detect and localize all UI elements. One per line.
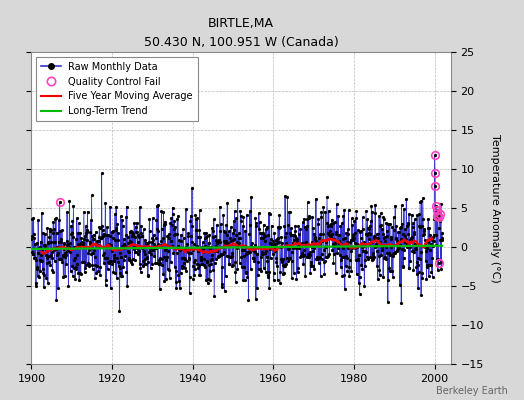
- Text: Berkeley Earth: Berkeley Earth: [436, 386, 508, 396]
- Title: BIRTLE,MA
50.430 N, 100.951 W (Canada): BIRTLE,MA 50.430 N, 100.951 W (Canada): [144, 18, 339, 50]
- Y-axis label: Temperature Anomaly (°C): Temperature Anomaly (°C): [490, 134, 500, 282]
- Legend: Raw Monthly Data, Quality Control Fail, Five Year Moving Average, Long-Term Tren: Raw Monthly Data, Quality Control Fail, …: [36, 57, 198, 121]
